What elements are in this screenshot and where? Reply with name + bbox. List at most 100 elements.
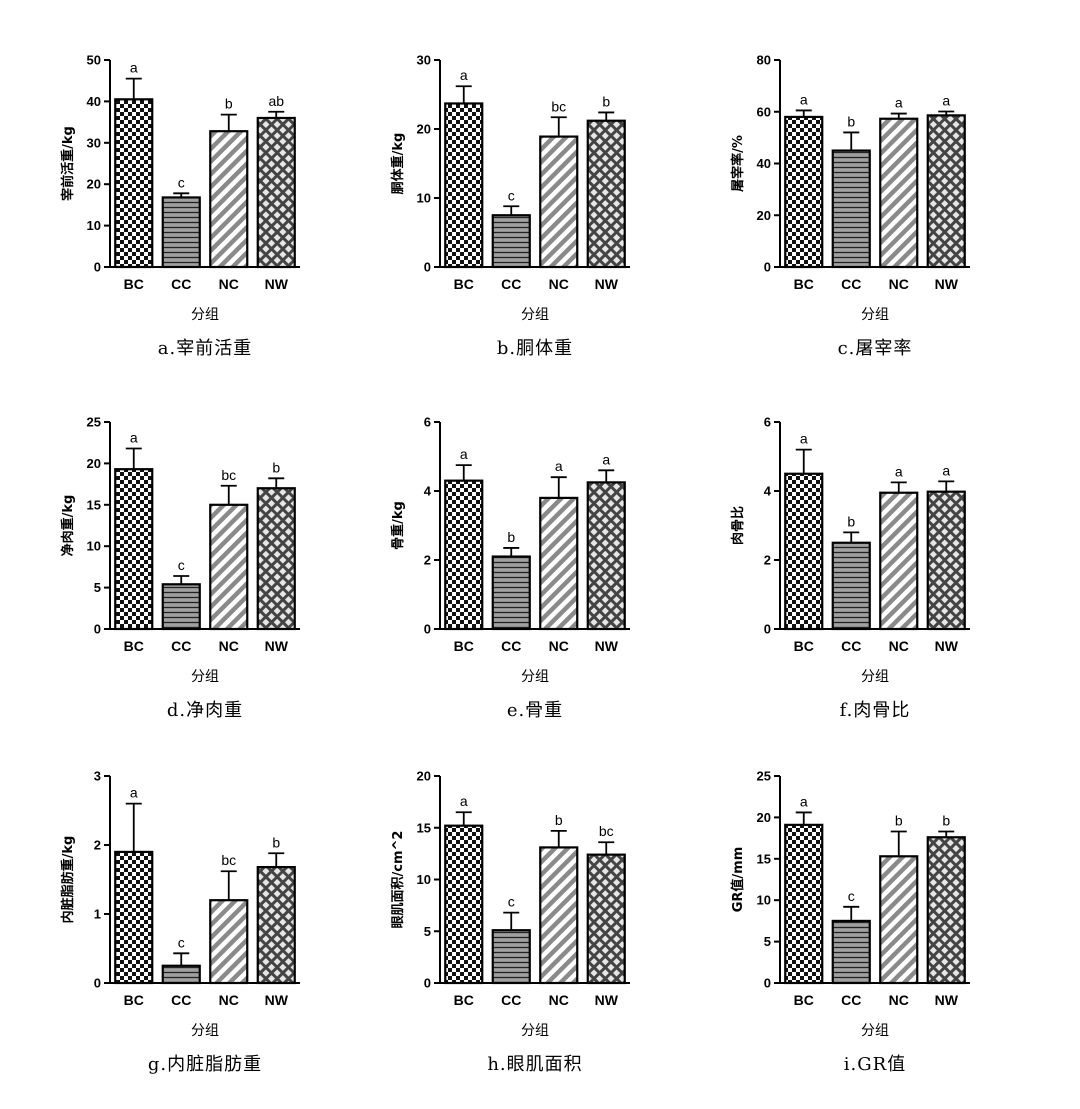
y-tick-label: 4: [424, 484, 432, 499]
y-tick-label: 1: [94, 907, 101, 922]
bar-nc: [879, 491, 919, 631]
chart-caption: i.GR值: [844, 1054, 906, 1075]
y-tick-label: 20: [87, 456, 101, 471]
bar-nw: [926, 836, 966, 985]
y-tick-label: 20: [417, 122, 431, 137]
bar-cc: [831, 149, 871, 269]
significance-label: a: [130, 429, 138, 445]
significance-label: b: [942, 812, 950, 828]
chart-panel-9: 0 5 10 15 20 25 GR值/mm a BC c CC b NC b NW 分组 i.GR值: [730, 769, 970, 1075]
chart-caption: g.内脏脂肪重: [148, 1054, 262, 1075]
x-axis-label: 分组: [861, 1023, 889, 1039]
y-tick-label: 10: [87, 539, 101, 554]
x-tick-label: BC: [124, 992, 144, 1008]
y-tick-label: 10: [87, 218, 101, 233]
y-tick-label: 40: [757, 156, 771, 171]
chart-panel-8: 0 5 10 15 20 眼肌面积/cm^2 a BC c CC b NC bc NW 分组 h.眼肌面积: [390, 769, 630, 1075]
y-tick-label: 10: [417, 191, 431, 206]
y-tick-label: 0: [764, 622, 771, 637]
bar-nc: [879, 117, 919, 269]
bar-cc: [491, 214, 531, 269]
y-axis-label: 眼肌面积/cm^2: [390, 831, 406, 929]
y-tick-label: 15: [87, 497, 101, 512]
y-tick-label: 5: [764, 934, 771, 949]
significance-label: bc: [551, 98, 566, 114]
significance-label: a: [130, 60, 138, 76]
bar-bc: [784, 823, 824, 985]
significance-label: a: [460, 793, 468, 809]
y-axis-label: 宰前活重/kg: [60, 126, 76, 201]
bar-cc: [161, 964, 201, 985]
y-tick-label: 40: [87, 94, 101, 109]
chart-panel-7: 0 1 2 3 内脏脂肪重/kg a BC c CC bc NC b NW 分组 g.内脏脂肪重: [60, 769, 300, 1075]
significance-label: b: [555, 812, 563, 828]
y-tick-label: 80: [757, 53, 771, 68]
chart-caption: a.宰前活重: [158, 338, 252, 359]
y-tick-label: 30: [87, 135, 101, 150]
chart-caption: d.净肉重: [167, 700, 243, 721]
y-tick-label: 0: [764, 976, 771, 991]
y-tick-label: 2: [764, 553, 771, 568]
x-axis-label: 分组: [191, 307, 219, 323]
y-tick-label: 5: [424, 924, 431, 939]
bar-bc: [444, 479, 484, 631]
significance-label: a: [942, 462, 950, 478]
significance-label: c: [178, 174, 185, 190]
y-axis-label: GR值/mm: [730, 847, 746, 913]
significance-label: a: [800, 91, 808, 107]
charts-root: 01020304050宰前活重/kgaBCcCCbNCabNW分组a.宰前活重0…: [60, 53, 970, 1075]
y-axis-label: 内脏脂肪重/kg: [60, 836, 76, 924]
y-tick-label: 20: [757, 208, 771, 223]
significance-label: ab: [268, 93, 284, 109]
x-tick-label: NW: [265, 276, 289, 292]
significance-label: a: [602, 451, 610, 467]
bar-cc: [831, 919, 871, 985]
y-tick-label: 15: [417, 820, 431, 835]
significance-label: b: [602, 93, 610, 109]
y-tick-label: 0: [424, 976, 431, 991]
y-axis-label: 胴体重/kg: [390, 133, 406, 195]
x-tick-label: NC: [549, 276, 569, 292]
x-tick-label: CC: [501, 992, 521, 1008]
bar-bc: [114, 468, 154, 631]
x-tick-label: NW: [935, 638, 959, 654]
significance-label: a: [942, 92, 950, 108]
significance-label: a: [800, 431, 808, 447]
significance-label: b: [507, 529, 515, 545]
y-axis-label: 肉骨比: [730, 506, 746, 545]
bar-bc: [784, 472, 824, 631]
y-tick-label: 60: [757, 104, 771, 119]
y-tick-label: 0: [764, 260, 771, 275]
x-tick-label: BC: [124, 638, 144, 654]
significance-label: b: [895, 812, 903, 828]
y-tick-label: 15: [757, 851, 771, 866]
bar-nw: [586, 119, 626, 269]
x-tick-label: BC: [794, 992, 814, 1008]
y-tick-label: 30: [417, 53, 431, 68]
chart-panel-4: 0 5 10 15 20 25 净肉重/kg a BC c CC bc NC b NW 分组 d.净肉重: [60, 415, 300, 721]
bar-nc: [539, 496, 579, 631]
significance-label: a: [895, 463, 903, 479]
y-tick-label: 0: [94, 622, 101, 637]
x-tick-label: BC: [124, 276, 144, 292]
bar-nc: [209, 503, 249, 631]
chart-caption: f.肉骨比: [840, 700, 911, 721]
y-tick-label: 4: [764, 484, 772, 499]
y-tick-label: 20: [417, 769, 431, 784]
chart-caption: c.屠宰率: [838, 338, 913, 359]
significance-label: a: [130, 785, 138, 801]
y-tick-label: 20: [87, 177, 101, 192]
bar-bc: [444, 102, 484, 269]
significance-label: b: [272, 459, 280, 475]
y-tick-label: 6: [424, 415, 431, 430]
bar-nw: [586, 853, 626, 985]
y-tick-label: 0: [94, 976, 101, 991]
y-axis-label: 屠宰率/%: [730, 135, 746, 192]
x-axis-label: 分组: [521, 669, 549, 685]
significance-label: bc: [599, 823, 614, 839]
x-tick-label: NC: [549, 638, 569, 654]
y-tick-label: 25: [87, 415, 101, 430]
y-tick-label: 6: [764, 415, 771, 430]
y-tick-label: 20: [757, 810, 771, 825]
